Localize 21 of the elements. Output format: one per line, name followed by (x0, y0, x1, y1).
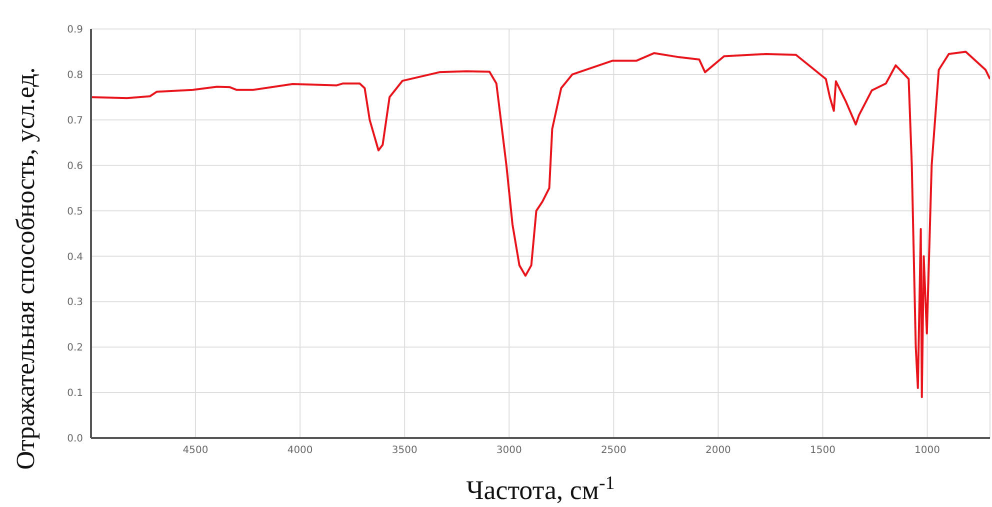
x-tick-label: 4500 (182, 445, 208, 456)
x-tick-label: 2000 (705, 445, 731, 456)
x-tick-label: 3500 (392, 445, 418, 456)
y-tick-label: 0.3 (67, 297, 83, 308)
y-tick-label: 0.5 (67, 206, 83, 218)
y-axis-title: Отражательная способность, усл.ед. (11, 67, 40, 470)
x-axis-title: Частота, см$^{-1}$ (466, 472, 615, 505)
y-tick-label: 0.6 (67, 160, 83, 172)
x-tick-label: 4000 (287, 445, 313, 456)
y-tick-label: 0.8 (67, 70, 83, 81)
y-tick-label: 0.9 (67, 24, 83, 36)
line-series (91, 50, 990, 398)
y-tick-label: 0.7 (67, 115, 83, 126)
x-tick-label: 3000 (496, 445, 522, 456)
y-tick-label: 0.0 (67, 434, 83, 445)
x-tick-label: 2500 (600, 445, 626, 456)
x-tick-label: 1500 (810, 445, 836, 456)
y-tick-label: 0.4 (67, 252, 83, 263)
y-tick-label: 0.1 (67, 388, 83, 400)
y-tick-label: 0.2 (67, 342, 83, 354)
x-tick-label: 1000 (914, 445, 940, 456)
